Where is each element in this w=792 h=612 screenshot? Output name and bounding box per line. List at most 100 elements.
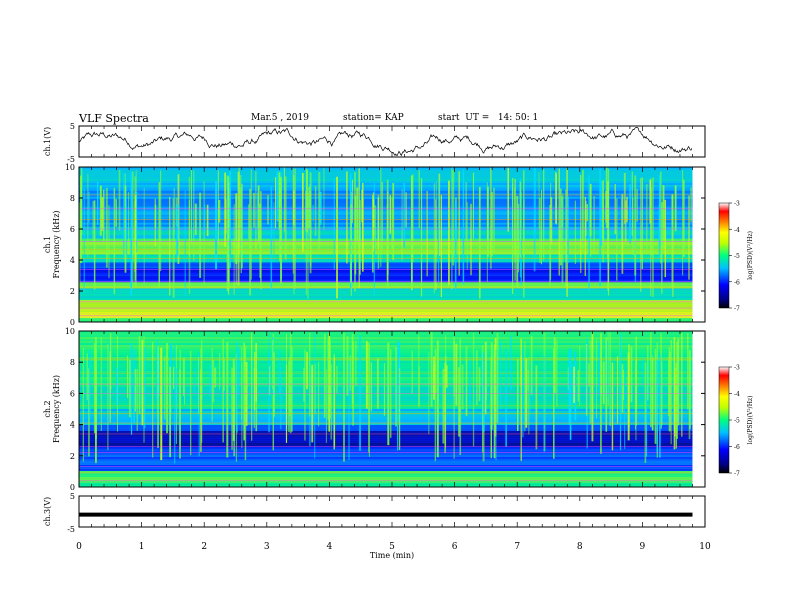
ch1-spectrogram-band [79,172,693,176]
ch1-spectrogram-band [79,270,693,273]
ch1-spectrogram-band [79,200,693,204]
ch2-spectrogram-band [79,483,693,486]
station-label: station= KAP [343,113,404,123]
ch2-spectrogram-band [79,449,693,452]
ch1-spectrogram-band [79,222,693,226]
colorbar-tick-label: -3 [734,201,740,208]
ch2-spectrogram-blank [692,331,705,487]
ch1-spectrogram-band [79,184,693,188]
y-tick-label: 10 [65,163,75,172]
y-tick-label: 5 [70,122,75,131]
ch1-spectrogram-band [79,288,693,291]
ch2-spectrogram-band [79,473,693,476]
ch1-spectrogram-band [79,258,693,261]
ch2-spectrogram-band [79,355,693,358]
colorbar-tick-label: -5 [734,418,740,425]
ch2-spectrogram-band [79,477,693,480]
ch2-spectrogram-band [79,461,693,464]
ch2-spectrogram-band [79,455,693,458]
colorbar-tick-label: -7 [734,306,740,313]
ch2-spectrogram-band [79,463,693,466]
ch1-spectrogram-band [79,282,693,285]
ch1-spectrogram-band [79,248,693,251]
ch2-spectrogram-band [79,403,693,406]
y-tick-label: 10 [65,327,75,336]
ch2-spectrogram-band [79,353,693,356]
ch2-spectrogram-band [79,459,693,462]
x-axis-label: Time (min) [370,551,414,560]
ch2-spectrogram-band [79,427,693,430]
ch1-spectrogram-band [79,272,693,275]
ch1-spectrogram-band [79,176,693,180]
ch1-spectrogram-band [79,194,693,198]
ch2-spectrogram-band [79,465,693,468]
ch1-spectrogram-band [79,254,693,257]
y-tick-label: 4 [70,256,75,265]
ch2-spectrogram-colorbar-label: log(PSD)(V²/Hz) [747,396,754,445]
ch1-spectrogram-image [79,167,705,323]
ch1-spectrogram-ylabel-frequency: Frequency (kHz) [52,210,61,278]
ch1-spectrogram-band [79,246,693,249]
ch2-spectrogram-band [79,421,693,424]
ch2-spectrogram-band [79,431,693,434]
ch1-spectrogram-band [79,274,693,277]
ch1-spectrogram-band [79,168,693,172]
x-tick-label: 5 [389,542,395,552]
ch2-spectrogram-band [79,453,693,456]
ch1-spectrogram-band [79,206,693,210]
ch1-spectrogram-band [79,170,693,174]
y-tick-label: -5 [67,525,75,534]
ch2-spectrogram-band [79,423,693,426]
ch2-spectrogram-band [79,335,693,338]
ch1-spectrogram-band [79,244,693,247]
ch2-spectrogram-band [79,397,693,400]
ch2-spectrogram-band [79,347,693,350]
ch2-spectrogram-band [79,381,693,384]
ch1-spectrogram-blank [692,167,705,322]
ch2-spectrogram-band [79,391,693,394]
ch1-spectrogram-band [79,292,693,295]
ch1-spectrogram-band [79,192,693,196]
ch1-spectrogram-band [79,238,693,241]
ch2-spectrogram-band [79,413,693,416]
ch2-spectrogram-band [79,467,693,470]
ch2-spectrogram-band [79,443,693,446]
colorbar-tick-label: -4 [734,391,740,398]
ch2-spectrogram-band [79,457,693,460]
ch1-spectrogram-band [79,234,693,237]
ch2-spectrogram-band [79,377,693,380]
ch1-spectrogram-band [79,180,693,184]
ch2-spectrogram-band [79,429,693,432]
ch2-spectrogram-band [79,399,693,402]
ch1-spectrogram-band [79,320,693,323]
ch1-spectrogram-band [79,316,693,319]
ch1-spectrogram-band [79,232,693,235]
ch1-spectrogram-band [79,300,693,303]
ch2-spectrogram-band [79,337,693,340]
ch1-spectrogram-band [79,262,693,265]
ch1-spectrogram-band [79,312,693,315]
ch1-spectrogram-band [79,250,693,253]
ch2-spectrogram-band [79,441,693,444]
ch1-spectrogram-band [79,202,693,206]
ch1-spectrogram-band [79,224,693,228]
ch2-spectrogram-band [79,387,693,390]
ch2-spectrogram-band [79,437,693,440]
ch2-spectrogram-band [79,411,693,414]
ch2-spectrogram-band [79,439,693,442]
ch2-spectrogram-band [79,363,693,366]
x-tick-label: 4 [327,542,333,552]
ch1-spectrogram-band [79,174,693,178]
ch2-spectrogram-band [79,471,693,474]
ch1-spectrogram-colorbar-label: log(PSD)(V²/Hz) [747,231,754,280]
x-tick-label: 10 [699,542,711,552]
ch2-spectrogram-band [79,359,693,362]
ch1-spectrogram-band [79,212,693,216]
ch1-spectrogram-band [79,226,693,230]
ch1-spectrogram-band [79,216,693,220]
ch2-spectrogram-band [79,371,693,374]
ch1-spectrogram-colorbar [718,202,730,309]
ch2-spectrogram-band [79,405,693,408]
ch2-spectrogram-band [79,345,693,348]
